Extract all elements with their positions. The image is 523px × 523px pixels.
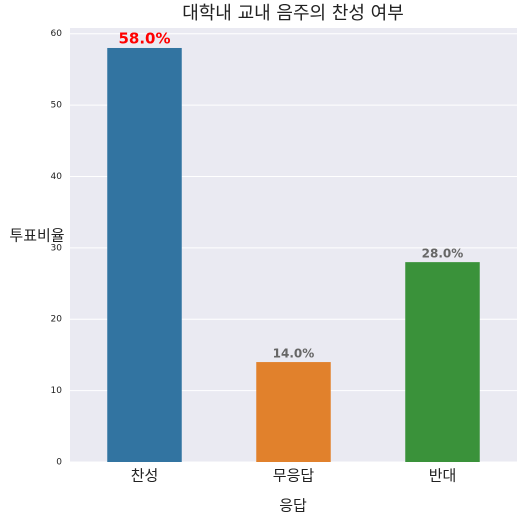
x-axis-label: 응답: [279, 497, 307, 515]
y-tick-label: 0: [56, 458, 62, 468]
y-tick-label: 60: [51, 29, 63, 39]
value-label: 28.0%: [422, 247, 464, 261]
y-tick-label: 20: [51, 315, 63, 325]
bar: [256, 362, 331, 462]
chart-title: 대학내 교내 음주의 찬성 여부: [182, 3, 404, 24]
y-tick-label: 40: [51, 172, 63, 182]
x-tick-label: 반대: [429, 467, 457, 485]
x-tick-label: 무응답: [273, 467, 315, 485]
bar: [107, 47, 182, 462]
y-tick-label: 50: [51, 101, 63, 111]
value-label: 58.0%: [118, 29, 170, 47]
y-tick-label: 30: [51, 243, 63, 253]
bar: [405, 262, 480, 462]
value-label: 14.0%: [273, 347, 315, 361]
y-tick-label: 10: [51, 386, 63, 396]
y-axis-label: 투표비율: [9, 227, 64, 245]
x-tick-label: 찬성: [131, 467, 159, 485]
